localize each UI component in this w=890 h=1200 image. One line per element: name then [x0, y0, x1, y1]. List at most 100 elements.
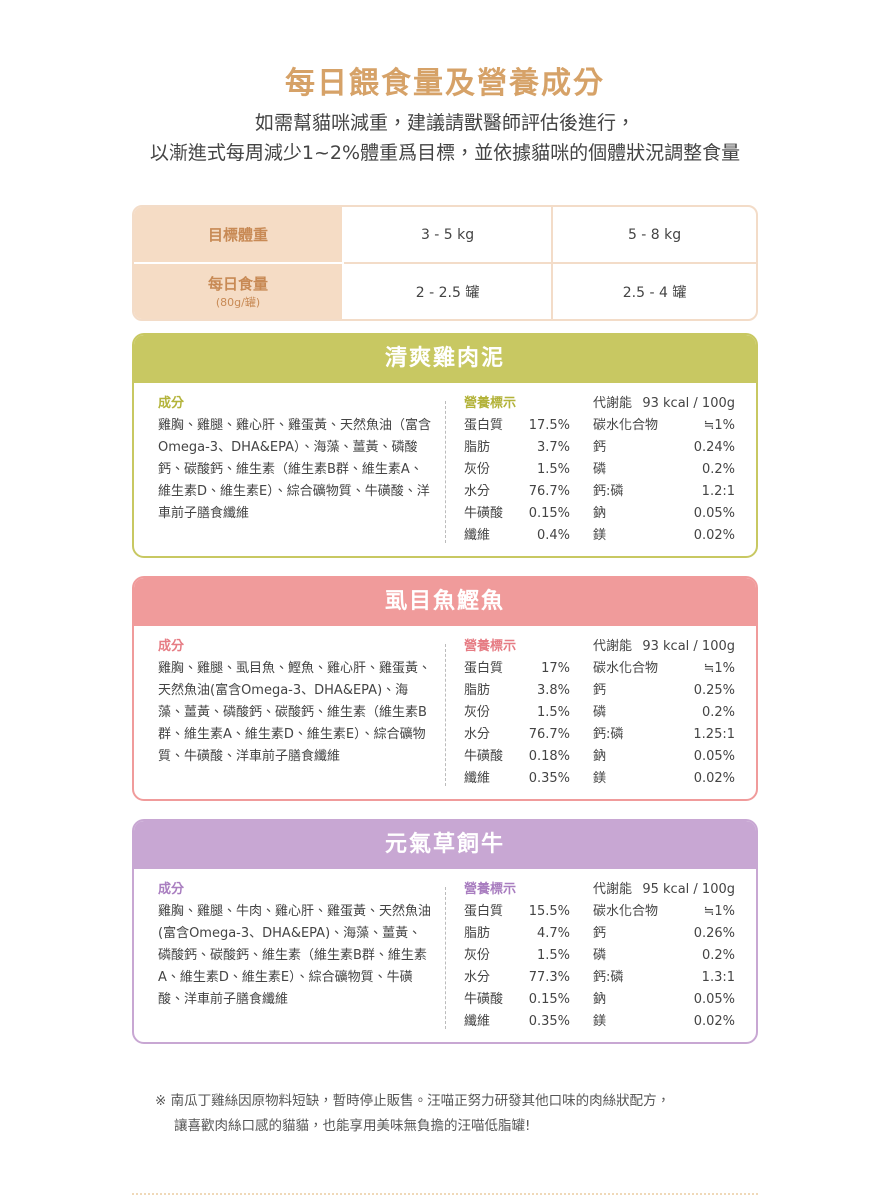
nutrient-value: 0.15%: [528, 506, 570, 521]
nutrient-value: 0.18%: [528, 749, 570, 764]
nutrition-left: 營養標示 蛋白質 15.5% 脂肪 4.7% 灰份 1.5% 水分 77.3% 牛磺酸 0.15% 纖…: [464, 879, 570, 1033]
nutrient-name: 磷: [593, 705, 607, 720]
table-cell: 2 - 2.5 罐: [344, 264, 554, 319]
nutrient-row: 鈣:磷 1.3:1: [593, 967, 735, 989]
nutrient-name: 牛磺酸: [464, 749, 504, 764]
subtitle: 以漸進式每周減少1~2%體重爲目標，並依據貓咪的個體狀況調整食量: [149, 142, 741, 164]
nutrient-name: 碳水化合物: [593, 904, 659, 919]
nutrient-row: 鈉 0.05%: [593, 989, 735, 1011]
nutrient-row: 碳水化合物 ≒1%: [593, 901, 735, 923]
nutrient-value: 3.8%: [536, 683, 570, 698]
ingredients-label: 成分: [158, 639, 185, 654]
energy-row: 代謝能 93 kcal / 100g: [593, 636, 735, 658]
footnote: 讓喜歡肉絲口感的貓貓，也能享用美味無負擔的汪喵低脂罐!: [174, 1118, 531, 1134]
product-name: 元氣草飼牛: [134, 821, 756, 869]
nutrient-row: 牛磺酸 0.15%: [464, 989, 570, 1011]
nutrient-name: 脂肪: [464, 440, 491, 455]
nutrient-name: 蛋白質: [464, 904, 504, 919]
nutrient-name: 牛磺酸: [464, 992, 504, 1007]
nutrient-value: 4.7%: [536, 926, 570, 941]
nutrient-row: 水分 76.7%: [464, 481, 570, 503]
nutrient-value: 0.05%: [693, 506, 735, 521]
nutrient-name: 鎂: [593, 771, 607, 786]
nutrient-row: 纖維 0.35%: [464, 1011, 570, 1033]
nutrient-value: 0.4%: [536, 528, 570, 543]
nutrient-name: 水分: [464, 970, 491, 985]
nutrient-value: 0.15%: [528, 992, 570, 1007]
energy-label: 代謝能: [593, 882, 633, 897]
ingredients-text: 雞胸、雞腿、虱目魚、鰹魚、雞心肝、雞蛋黃、天然魚油(富含Omega-3、DHA&…: [158, 661, 432, 764]
nutrient-value: ≒1%: [703, 661, 735, 676]
nutrient-row: 鎂 0.02%: [593, 1011, 735, 1033]
energy-label: 代謝能: [593, 639, 633, 654]
nutrient-value: 17%: [541, 661, 570, 676]
nutrient-name: 鈣:磷: [593, 727, 624, 742]
nutrient-value: 1.25:1: [693, 727, 735, 742]
energy-row: 代謝能 93 kcal / 100g: [593, 393, 735, 415]
nutrient-row: 碳水化合物 ≒1%: [593, 415, 735, 437]
ingredients: 成分雞胸、雞腿、虱目魚、鰹魚、雞心肝、雞蛋黃、天然魚油(富含Omega-3、DH…: [158, 636, 434, 768]
nutrient-value: 17.5%: [528, 418, 570, 433]
nutrient-value: 0.2%: [701, 462, 735, 477]
nutrient-value: 0.05%: [693, 749, 735, 764]
ingredients-text: 雞胸、雞腿、牛肉、雞心肝、雞蛋黃、天然魚油(富含Omega-3、DHA&EPA)…: [158, 904, 432, 1007]
nutrient-row: 脂肪 3.8%: [464, 680, 570, 702]
nutrient-value: 0.05%: [693, 992, 735, 1007]
table-row: 每日食量 (80g/罐) 2 - 2.5 罐 2.5 - 4 罐: [134, 264, 756, 319]
nutrient-row: 蛋白質 15.5%: [464, 901, 570, 923]
nutrient-value: 0.02%: [693, 1014, 735, 1029]
nutrient-row: 碳水化合物 ≒1%: [593, 658, 735, 680]
nutrient-row: 牛磺酸 0.18%: [464, 746, 570, 768]
title: 每日餵食量及營養成分: [285, 66, 605, 101]
nutrient-value: 1.5%: [536, 462, 570, 477]
nutrient-value: 0.35%: [528, 1014, 570, 1029]
nutrient-value: 1.3:1: [701, 970, 735, 985]
nutrient-name: 水分: [464, 727, 491, 742]
energy-value: 95 kcal / 100g: [642, 882, 735, 897]
nutrient-name: 脂肪: [464, 926, 491, 941]
nutrient-name: 碳水化合物: [593, 418, 659, 433]
nutrient-name: 鈉: [593, 506, 607, 521]
row-label-cell: 每日食量 (80g/罐): [134, 264, 344, 319]
nutrient-name: 鈣:磷: [593, 970, 624, 985]
nutrient-name: 脂肪: [464, 683, 491, 698]
nutrient-row: 磷 0.2%: [593, 702, 735, 724]
nutrient-row: 水分 76.7%: [464, 724, 570, 746]
nutrient-row: 鈣 0.26%: [593, 923, 735, 945]
nutrition-left: 營養標示蛋白質 17% 脂肪 3.8% 灰份 1.5% 水分 76.7% 牛磺酸 0.18% 纖維 0…: [464, 636, 570, 790]
nutrient-name: 蛋白質: [464, 661, 504, 676]
nutrition-left: 營養標示 蛋白質 17.5% 脂肪 3.7% 灰份 1.5% 水分 76.7% 牛磺酸 0.15% 纖…: [464, 393, 570, 547]
nutrient-row: 灰份 1.5%: [464, 702, 570, 724]
nutrient-name: 水分: [464, 484, 491, 499]
nutrient-row: 脂肪 3.7%: [464, 437, 570, 459]
row-label: 每日食量: [207, 275, 268, 293]
nutrient-value: 0.24%: [693, 440, 735, 455]
nutrient-row: 鈣 0.25%: [593, 680, 735, 702]
nutrient-row: 鈉 0.05%: [593, 746, 735, 768]
table-row: 目標體重 3 - 5 kg 5 - 8 kg: [134, 207, 756, 264]
nutrient-name: 鈣:磷: [593, 484, 624, 499]
nutrition-label: 營養標示: [464, 882, 517, 897]
feeding-table: 目標體重 3 - 5 kg 5 - 8 kg 每日食量 (80g/罐) 2 - 2.5 罐…: [132, 205, 758, 321]
divider: [445, 644, 446, 786]
row-sublabel: (80g/罐): [215, 296, 261, 309]
divider: [132, 1193, 758, 1195]
nutrition-right: 代謝能 93 kcal / 100g 碳水化合物 ≒1% 鈣 0.24% 磷 0.2% 鈣:磷 1…: [593, 393, 735, 547]
energy-row: 代謝能 95 kcal / 100g: [593, 879, 735, 901]
nutrient-value: 0.02%: [693, 528, 735, 543]
nutrition-label: 營養標示: [464, 639, 517, 654]
nutrient-name: 磷: [593, 948, 607, 963]
nutrient-row: 磷 0.2%: [593, 945, 735, 967]
nutrient-name: 鎂: [593, 528, 607, 543]
nutrient-row: 鎂 0.02%: [593, 768, 735, 790]
nutrient-value: 3.7%: [536, 440, 570, 455]
row-label: 目標體重: [207, 226, 268, 244]
product-name: 虱目魚鰹魚: [134, 578, 756, 626]
nutrient-row: 脂肪 4.7%: [464, 923, 570, 945]
nutrient-row: 灰份 1.5%: [464, 945, 570, 967]
nutrient-row: 纖維 0.35%: [464, 768, 570, 790]
nutrient-name: 鎂: [593, 1014, 607, 1029]
nutrient-row: 蛋白質 17%: [464, 658, 570, 680]
nutrient-value: ≒1%: [703, 418, 735, 433]
nutrient-value: 1.2:1: [701, 484, 735, 499]
